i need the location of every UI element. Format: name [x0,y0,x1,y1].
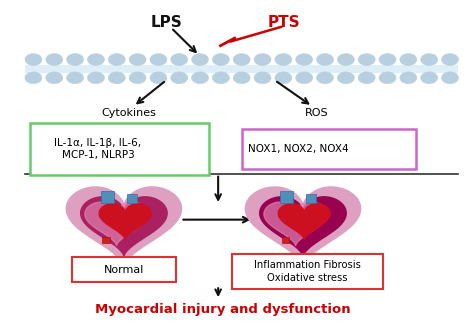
Circle shape [296,72,313,84]
Text: LPS: LPS [150,15,182,29]
Text: Normal: Normal [104,264,144,274]
Circle shape [358,72,375,84]
Circle shape [275,54,292,66]
Circle shape [129,72,146,84]
FancyBboxPatch shape [232,254,383,289]
Text: Inflammation Fibrosis
Oxidative stress: Inflammation Fibrosis Oxidative stress [254,260,361,283]
Circle shape [317,54,334,66]
Circle shape [317,72,334,84]
Text: PTS: PTS [268,15,301,29]
Circle shape [233,54,250,66]
Text: ROS: ROS [305,108,329,118]
Circle shape [358,54,375,66]
Circle shape [337,72,355,84]
Circle shape [400,54,417,66]
Circle shape [67,72,83,84]
Circle shape [46,54,63,66]
Circle shape [191,72,209,84]
Circle shape [150,72,167,84]
Polygon shape [260,197,346,256]
Circle shape [46,72,63,84]
Circle shape [275,72,292,84]
Polygon shape [99,204,151,239]
Circle shape [441,54,458,66]
FancyBboxPatch shape [242,129,416,169]
FancyBboxPatch shape [102,237,110,243]
FancyBboxPatch shape [72,258,176,282]
FancyBboxPatch shape [100,192,114,204]
Circle shape [421,54,438,66]
FancyBboxPatch shape [30,123,209,175]
Circle shape [212,72,229,84]
Polygon shape [264,202,328,246]
Polygon shape [278,204,330,239]
Polygon shape [246,187,361,266]
Circle shape [25,54,42,66]
FancyBboxPatch shape [282,237,289,243]
Text: Cytokines: Cytokines [101,108,156,118]
Circle shape [379,72,396,84]
Circle shape [421,72,438,84]
Circle shape [379,54,396,66]
Circle shape [441,72,458,84]
Circle shape [191,54,209,66]
FancyBboxPatch shape [127,194,137,204]
Circle shape [233,72,250,84]
Polygon shape [66,187,182,266]
Circle shape [171,54,188,66]
Circle shape [108,72,125,84]
Circle shape [87,54,104,66]
Text: IL-1α, IL-1β, IL-6,
MCP-1, NLRP3: IL-1α, IL-1β, IL-6, MCP-1, NLRP3 [55,138,142,160]
Circle shape [108,54,125,66]
FancyBboxPatch shape [280,192,293,204]
FancyBboxPatch shape [25,65,458,73]
Circle shape [87,72,104,84]
Circle shape [67,54,83,66]
Circle shape [254,72,271,84]
Text: Myocardial injury and dysfunction: Myocardial injury and dysfunction [95,304,351,316]
FancyBboxPatch shape [306,194,316,204]
Circle shape [400,72,417,84]
Circle shape [296,54,313,66]
Circle shape [337,54,355,66]
Circle shape [212,54,229,66]
Polygon shape [81,197,167,256]
Circle shape [25,72,42,84]
Circle shape [129,54,146,66]
Text: NOX1, NOX2, NOX4: NOX1, NOX2, NOX4 [248,144,348,154]
Circle shape [171,72,188,84]
Circle shape [150,54,167,66]
Circle shape [254,54,271,66]
Polygon shape [85,202,148,246]
